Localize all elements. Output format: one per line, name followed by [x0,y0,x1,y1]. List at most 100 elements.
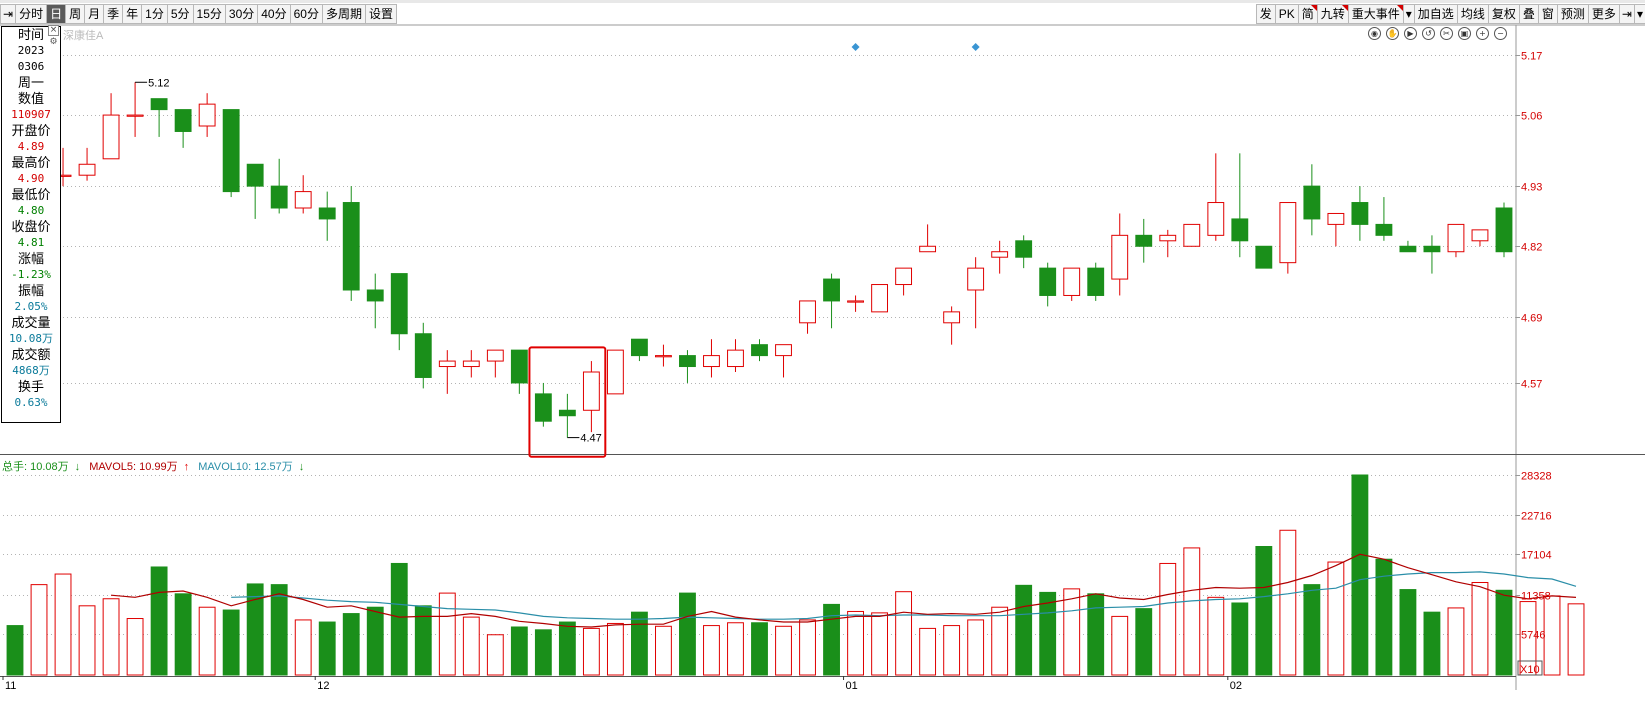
volume-bar-down [823,603,840,676]
volume-bar-down [390,562,408,676]
volume-bar-down [1255,546,1273,676]
eye-icon[interactable]: ◉ [1368,27,1381,40]
close-icon[interactable]: × [48,25,59,36]
info-label: 时间 [17,27,44,42]
candle-down [1087,267,1105,296]
candle-up [438,360,456,368]
candle-up [198,103,216,127]
tool-button[interactable]: PK [1274,4,1299,24]
price-annotations: 5.12 4.47 [7,43,980,458]
candle-down [222,109,240,193]
volume-bar-down [1351,474,1369,676]
info-label: 数值 [17,91,44,106]
info-label: 周一 [17,75,44,90]
candle-up [1327,212,1345,225]
info-value: 10.08万 [8,332,54,345]
period-button[interactable]: 5分 [166,4,194,24]
volume-bar-down [1135,608,1153,676]
volume-bar-up [582,627,600,676]
volume-bar-up [727,622,744,676]
volume-bar-down [510,626,528,676]
event-marker-icon [971,43,980,51]
candle-up [102,114,120,160]
volume-bar-up [1279,529,1297,676]
candle-up [967,267,985,291]
candle-up [871,284,889,313]
mavol10-line [231,571,1577,620]
candle-up [847,300,864,303]
stock-name-label: 深康佳A [63,30,104,42]
total-volume-label: 总手: 10.08万 [2,461,69,473]
period-button[interactable]: 周 [65,4,86,24]
mavol5-line [111,553,1577,628]
candle-up [1279,202,1297,264]
period-button[interactable]: 日 [46,4,67,24]
window-top-strip [0,0,1645,3]
tool-button[interactable]: 九转 [1316,4,1349,24]
play-icon[interactable]: ▶ [1404,27,1417,40]
info-value: 4.80 [17,204,45,217]
period-button[interactable]: 1分 [141,4,168,24]
price-tick-label: 4.57 [1521,379,1542,391]
volume-tick-label: 28328 [1521,471,1552,483]
undo-icon[interactable]: ↺ [1422,27,1435,40]
volume-bar-up [655,625,672,676]
tool-button[interactable]: 窗 [1537,4,1558,24]
scissors-icon[interactable]: ✂ [1440,27,1453,40]
volume-bar-up [703,625,720,676]
period-button[interactable]: 月 [84,4,105,24]
volume-tick-label: 5746 [1521,630,1545,642]
price-tick-label: 5.06 [1521,111,1542,123]
lock-icon[interactable]: ▣ [1458,27,1471,40]
candle-up [1063,267,1081,296]
volume-bar-down [222,609,240,676]
tool-button[interactable]: 加自选 [1413,4,1458,24]
candle-down [823,278,840,302]
zoom-in-icon[interactable]: + [1476,27,1489,40]
tool-button[interactable]: 预测 [1556,4,1589,24]
time-tick-label: 01 [846,680,858,692]
period-button[interactable]: 15分 [192,4,226,24]
volume-bar-up [1543,595,1561,676]
period-button[interactable]: 分时 [15,4,48,24]
candle-up [727,349,744,368]
candle-up [582,371,600,411]
tool-button[interactable]: 均线 [1456,4,1489,24]
tool-button[interactable]: 叠 [1518,4,1539,24]
tool-button[interactable]: 重大事件 [1347,4,1404,24]
candle-down [1039,267,1057,296]
candle-down [414,333,432,378]
volume-bar-up [775,625,792,676]
volume-multiplier-label: X10 [1520,664,1540,676]
volume-bar-down [751,622,768,676]
mavol5-label: MAVOL5: 10.99万 [89,461,178,473]
period-button[interactable]: 年 [122,4,143,24]
info-value: 0306 [17,60,45,73]
period-button[interactable]: 60分 [289,4,323,24]
zoom-out-icon[interactable]: − [1494,27,1507,40]
volume-bar-up [847,610,864,676]
period-button[interactable]: 设置 [364,4,397,24]
candle-up [919,245,937,253]
time-tick-label: 12 [317,680,329,692]
volume-bar-down [1015,584,1033,676]
candle-down [1423,245,1441,253]
candle-up [486,349,504,362]
volume-bar-up [1447,607,1465,676]
gear-icon[interactable]: ⚙ [49,37,58,47]
volume-bar-up [895,591,913,676]
tool-button[interactable]: 简 [1297,4,1318,24]
volume-bar-down [679,592,696,676]
period-button[interactable]: 40分 [257,4,291,24]
volume-bar-up [294,619,312,676]
volume-bar-down [414,605,432,676]
volume-bar-down [1087,593,1105,676]
candlestick-series [6,82,1513,438]
period-button[interactable]: 多周期 [321,4,366,24]
candle-down [318,207,336,220]
period-button[interactable]: 30分 [224,4,259,24]
hand-icon[interactable]: ✋ [1386,27,1399,40]
candle-down [342,202,360,291]
candle-down [1495,207,1513,253]
